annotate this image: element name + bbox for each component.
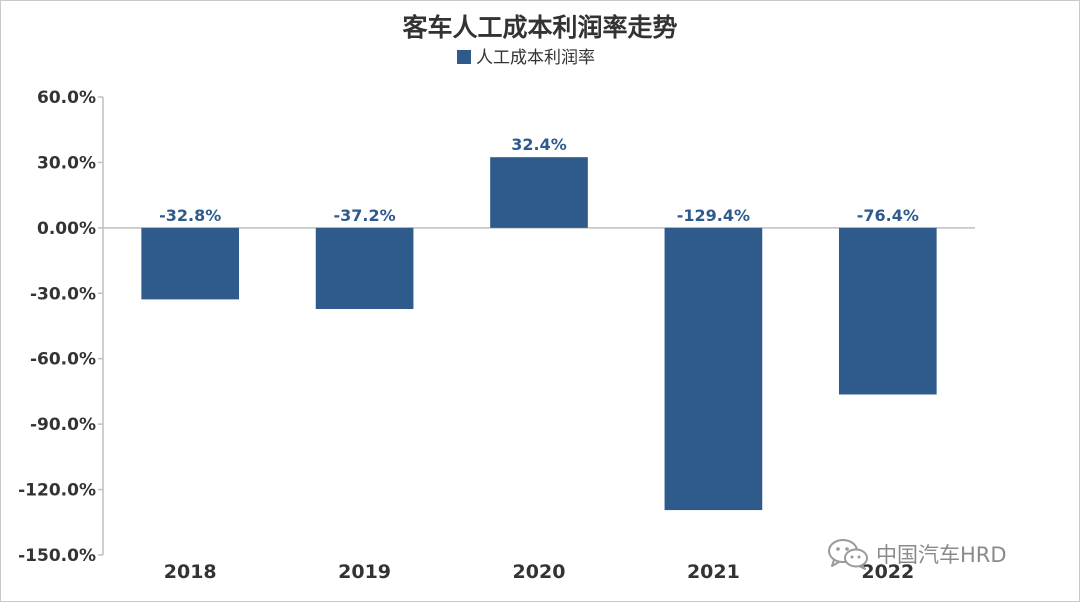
chart-title: 客车人工成本利润率走势 xyxy=(402,13,677,42)
bar xyxy=(315,227,414,309)
data-label: 32.4% xyxy=(511,135,567,154)
y-tick-label: 0.00% xyxy=(37,219,96,239)
y-tick-label: -60.0% xyxy=(30,350,96,370)
legend: 人工成本利润率 xyxy=(457,48,595,68)
bar xyxy=(490,157,588,228)
bar xyxy=(838,227,937,395)
x-tick-label: 2021 xyxy=(687,561,740,583)
data-label: -129.4% xyxy=(677,206,750,225)
legend-label: 人工成本利润率 xyxy=(476,48,595,68)
watermark-text: 中国汽车HRD xyxy=(876,543,1007,567)
y-tick-label: -30.0% xyxy=(30,284,96,304)
y-tick-label: -120.0% xyxy=(18,481,96,501)
data-label: -32.8% xyxy=(159,206,221,225)
x-tick-label: 2019 xyxy=(338,561,391,583)
data-label: -76.4% xyxy=(857,206,919,225)
bar xyxy=(141,227,240,300)
y-tick-label: -90.0% xyxy=(30,415,96,435)
bar xyxy=(664,227,763,511)
data-label: -37.2% xyxy=(334,206,396,225)
y-tick-label: -150.0% xyxy=(18,546,96,566)
watermark: 中国汽车HRD xyxy=(826,536,1007,572)
y-tick-label: 30.0% xyxy=(37,153,96,173)
x-tick-label: 2022 xyxy=(861,561,914,583)
plot-area: 60.0% 30.0% 0.00% -30.0% -60.0% -90.0% -120.0%… xyxy=(18,88,975,583)
x-tick-label: 2020 xyxy=(513,561,566,583)
y-tick-label: 60.0% xyxy=(37,88,96,108)
x-tick-label: 2018 xyxy=(164,561,217,583)
wechat-icon xyxy=(828,539,868,570)
legend-swatch xyxy=(457,50,471,64)
